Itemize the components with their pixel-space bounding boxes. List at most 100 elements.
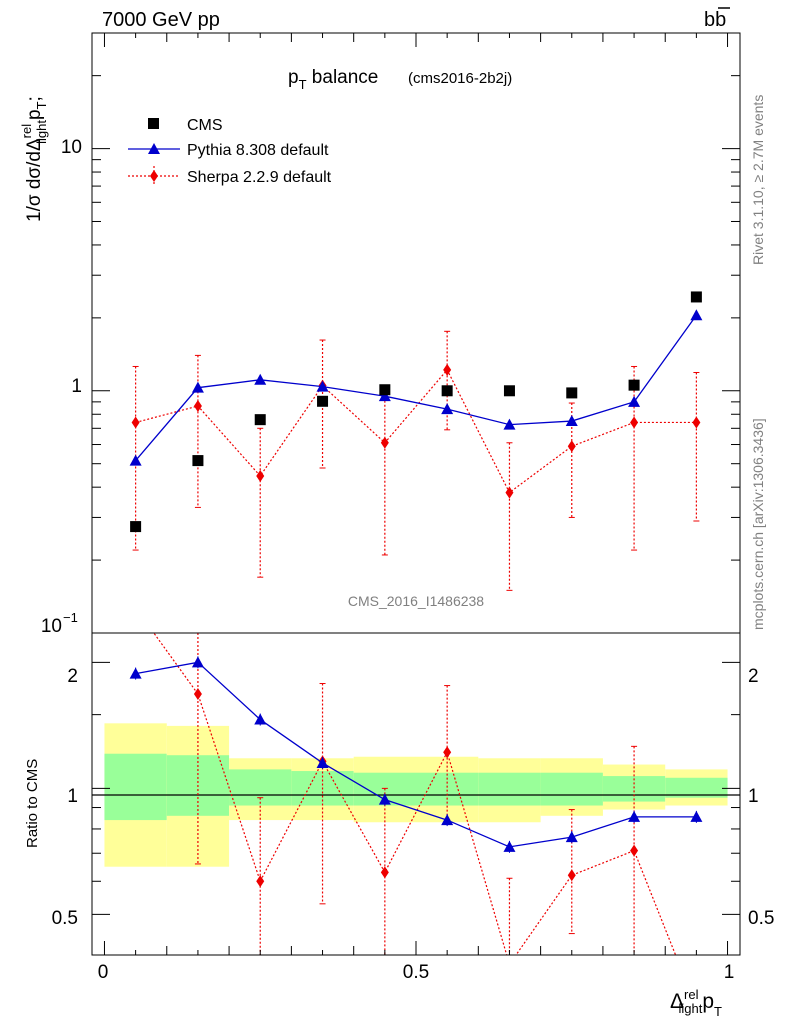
- pythia-point: [254, 373, 267, 385]
- ratio-pythia-point: [129, 667, 142, 679]
- mcplots-side-label: mcplots.cern.ch [arXiv:1306.3436]: [750, 418, 766, 630]
- sherpa-point: [505, 486, 514, 499]
- pythia-point: [503, 418, 516, 430]
- energy-label: 7000 GeV pp: [102, 9, 220, 31]
- ratio-series: [129, 633, 703, 955]
- legend-marker-pythia: [148, 143, 160, 154]
- ratio-ytick-0p5-right: 0.5: [748, 908, 774, 929]
- sherpa-point: [193, 400, 202, 413]
- ylabel-light: light: [34, 120, 49, 144]
- pythia-line: [135, 314, 697, 462]
- xtick-label-0: 0: [98, 962, 109, 983]
- sherpa-point: [630, 416, 639, 429]
- x-axis-label: Δrel lightpT: [670, 987, 722, 1019]
- ylabel-T: T: [34, 101, 49, 109]
- ytick-label-0p1-exp: −1: [63, 610, 78, 625]
- cms-data-point: [254, 414, 266, 426]
- cms-data-point: [130, 521, 142, 533]
- pythia-point: [628, 395, 641, 407]
- ratio-pythia-point: [316, 756, 329, 768]
- ytick-label-1: 1: [71, 376, 82, 397]
- ratio-sherpa-point: [630, 844, 639, 857]
- ratio-pythia-point: [565, 831, 578, 843]
- analysis-watermark: CMS_2016_I1486238: [348, 593, 484, 609]
- legend-label-pythia: Pythia 8.308 default: [187, 142, 329, 159]
- legend-marker-sherpa: [150, 170, 158, 182]
- process-label-text: bb: [704, 9, 726, 31]
- pythia-point: [565, 415, 578, 427]
- cms-data-point: [317, 395, 329, 407]
- ratio-sherpa-point: [256, 875, 265, 888]
- ratio-sherpa-point: [567, 869, 576, 882]
- uncertainty-band-green: [229, 769, 292, 806]
- ratio-ticks: [92, 661, 740, 955]
- ratio-sherpa-point: [193, 688, 202, 701]
- pythia-point: [316, 380, 329, 392]
- pythia-point: [690, 309, 703, 321]
- sherpa-point: [131, 416, 140, 429]
- xlabel-light: light: [678, 1001, 702, 1016]
- pythia-point: [441, 403, 454, 415]
- legend-label-sherpa: Sherpa 2.2.9 default: [187, 169, 332, 186]
- ratio-pythia-point: [628, 810, 641, 822]
- cms-data-point: [441, 385, 453, 397]
- sherpa-point: [380, 436, 389, 449]
- main-series: [129, 291, 703, 591]
- ratio-sherpa-point: [380, 866, 389, 879]
- ratio-panel: 2 1 0.5 2 1 0.5 Ratio to CMS 0 0.5 1 Δre…: [24, 632, 774, 1019]
- xtick-label-0p5: 0.5: [403, 962, 429, 983]
- cms-data-point: [503, 385, 515, 397]
- main-panel: pT balance (cms2016-2b2j) CMS_2016_I1486…: [19, 32, 741, 637]
- pythia-point: [191, 381, 204, 393]
- uncertainty-band-green: [104, 753, 167, 821]
- ratio-pythia-point: [690, 810, 703, 822]
- ylabel-semicolon: ;: [24, 96, 45, 101]
- sherpa-point: [256, 469, 265, 482]
- sherpa-point: [443, 363, 452, 376]
- title-p: p: [288, 67, 299, 88]
- cms-data-point: [566, 387, 578, 399]
- ratio-ytick-0p5: 0.5: [52, 908, 78, 929]
- plot-title: pT balance: [288, 67, 378, 92]
- ratio-pythia-point: [191, 656, 204, 668]
- title-rest: balance: [307, 67, 379, 88]
- ratio-pythia-point: [254, 713, 267, 725]
- ratio-pythia-point: [441, 814, 454, 826]
- ratio-ytick-1-right: 1: [748, 786, 759, 807]
- ratio-pythia-point: [378, 793, 391, 805]
- cms-data-point: [379, 384, 391, 396]
- xlabel-rel: rel: [684, 987, 699, 1002]
- ylabel-p: p: [24, 109, 45, 120]
- pythia-point: [378, 390, 391, 402]
- xlabel-p: p: [702, 990, 714, 1013]
- sherpa-point: [692, 416, 701, 429]
- ratio-y-axis-label: Ratio to CMS: [24, 759, 41, 848]
- plot-title-tag: (cms2016-2b2j): [408, 70, 512, 87]
- pythia-point: [129, 454, 142, 466]
- cms-data-point: [690, 291, 702, 303]
- xlabel-T: T: [714, 1004, 722, 1019]
- legend-marker-cms: [148, 118, 159, 129]
- rivet-side-label: Rivet 3.1.10, ≥ 2.7M events: [750, 95, 766, 265]
- process-label: bb: [704, 7, 730, 31]
- ratio-sherpa-point: [443, 746, 452, 759]
- ratio-ytick-2-right: 2: [748, 666, 759, 687]
- uncertainty-band-green: [665, 777, 728, 798]
- legend: CMS Pythia 8.308 default Sherpa 2.2.9 de…: [128, 117, 332, 186]
- xtick-label-1: 1: [724, 962, 735, 983]
- y-axis-label: 1/σ dσ/dΔrellightpT;: [19, 96, 49, 222]
- title-T: T: [299, 77, 307, 92]
- sherpa-point: [567, 440, 576, 453]
- sherpa-line: [135, 368, 697, 494]
- ratio-pythia-point: [503, 840, 516, 852]
- cms-data-point: [192, 455, 204, 467]
- cms-data-point: [628, 379, 640, 391]
- legend-label-cms: CMS: [187, 117, 223, 134]
- ylabel-rel: rel: [19, 124, 34, 139]
- ytick-label-0p1: 10: [41, 616, 62, 637]
- ratio-pythia-line: [135, 661, 697, 848]
- ylabel-main: 1/σ dσ/dΔ: [24, 138, 45, 222]
- ratio-ytick-1: 1: [67, 786, 78, 807]
- uncertainty-band-green: [478, 772, 541, 806]
